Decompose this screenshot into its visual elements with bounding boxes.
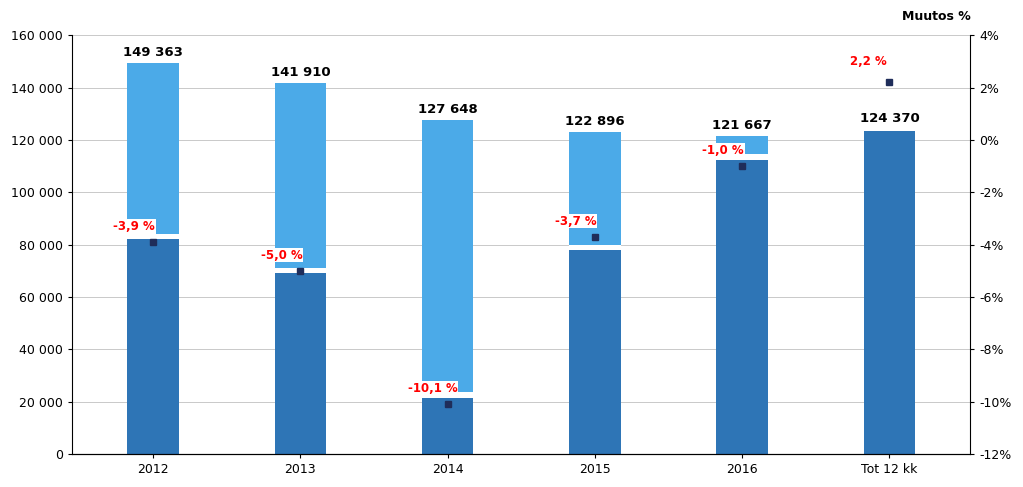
Bar xyxy=(127,234,179,240)
Bar xyxy=(274,273,326,454)
Text: -5,0 %: -5,0 % xyxy=(261,248,302,262)
Bar xyxy=(421,393,474,397)
Bar xyxy=(274,83,326,268)
Text: 2,2 %: 2,2 % xyxy=(850,55,887,68)
Bar xyxy=(274,268,326,273)
Bar xyxy=(863,131,916,454)
Text: -1,0 %: -1,0 % xyxy=(703,144,744,157)
Bar xyxy=(127,63,179,234)
Text: -3,9 %: -3,9 % xyxy=(114,220,155,233)
Bar xyxy=(421,120,474,393)
Bar xyxy=(569,132,621,244)
Text: Muutos %: Muutos % xyxy=(901,10,971,23)
Text: 127 648: 127 648 xyxy=(417,103,478,116)
Bar xyxy=(127,240,179,454)
Text: -3,7 %: -3,7 % xyxy=(555,215,596,227)
Text: 124 370: 124 370 xyxy=(859,112,920,125)
Text: 121 667: 121 667 xyxy=(712,119,772,131)
Text: 149 363: 149 363 xyxy=(123,46,183,59)
Text: 122 896: 122 896 xyxy=(565,115,625,129)
Text: -10,1 %: -10,1 % xyxy=(408,382,457,395)
Bar xyxy=(716,160,768,454)
Bar xyxy=(569,244,621,250)
Bar xyxy=(863,126,916,131)
Bar xyxy=(716,135,768,154)
Bar xyxy=(421,397,474,454)
Text: 141 910: 141 910 xyxy=(270,66,330,79)
Bar xyxy=(716,154,768,160)
Bar xyxy=(569,250,621,454)
